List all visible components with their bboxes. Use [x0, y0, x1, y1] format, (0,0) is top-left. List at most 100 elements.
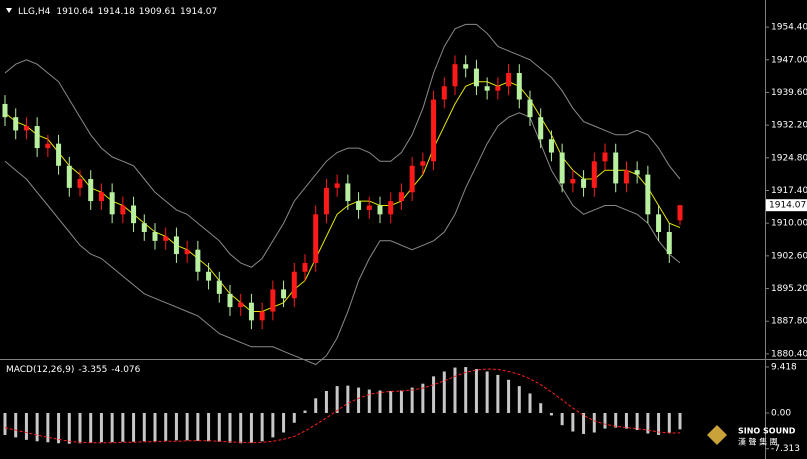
macd-bar — [410, 387, 414, 413]
candle-body — [109, 192, 115, 215]
candle-body — [313, 214, 319, 263]
candle-body — [581, 179, 587, 188]
candle-body — [141, 223, 147, 233]
macd-bar — [646, 412, 650, 434]
menu-arrow — [6, 8, 12, 13]
macd-bar — [517, 386, 521, 413]
candle-body — [645, 174, 651, 215]
macd-bar — [292, 412, 296, 423]
macd-bar — [121, 412, 125, 442]
candle-body — [270, 289, 276, 312]
candle-body — [206, 271, 212, 281]
macd-bar — [389, 391, 393, 413]
macd-bar — [485, 371, 489, 413]
logo: SINO SOUND 漢 聲 集 團 — [707, 425, 796, 447]
candle-body — [634, 170, 640, 175]
y-tick-label: 1895.20 — [771, 284, 807, 294]
macd-bar — [335, 386, 339, 413]
macd-bar — [260, 412, 264, 442]
candle-body — [323, 187, 329, 215]
price-marker-label: 1914.07 — [769, 201, 806, 211]
overlay-line — [4, 81, 681, 312]
candle-body — [195, 249, 201, 272]
y-tick-label: 1939.60 — [771, 88, 807, 98]
macd-bar — [110, 412, 114, 443]
macd-bar — [57, 412, 61, 444]
macd-bar — [592, 412, 596, 433]
y-tick-label: 1917.40 — [771, 186, 807, 196]
candle-body — [398, 192, 404, 202]
candle-body — [495, 86, 501, 91]
candle-body — [527, 99, 533, 118]
macd-bar — [99, 412, 103, 443]
macd-bar — [217, 412, 221, 442]
candle-body — [463, 64, 469, 69]
macd-bar — [46, 412, 50, 443]
macd-bar — [314, 398, 318, 413]
candle-body — [302, 262, 308, 272]
candle-body — [227, 293, 233, 308]
macd-bar — [560, 412, 564, 426]
y-tick-label: 0.00 — [771, 408, 791, 418]
macd-bar — [142, 412, 146, 442]
macd-bar — [528, 393, 532, 413]
candle-body — [45, 143, 51, 149]
macd-bar — [678, 412, 682, 430]
candle-body — [677, 205, 683, 221]
candle-body — [431, 99, 437, 162]
candle-body — [559, 152, 565, 184]
macd-bar — [67, 412, 71, 444]
y-tick-label: 1880.40 — [771, 349, 807, 359]
candle-body — [484, 86, 490, 91]
macd-bar — [228, 412, 232, 443]
macd-bar — [603, 412, 607, 429]
candle-body — [291, 271, 297, 299]
candle-body — [131, 205, 137, 224]
macd-bar — [3, 412, 7, 435]
macd-bar — [78, 412, 82, 444]
macd-bar — [35, 412, 39, 442]
high-value: 1914.18 — [98, 7, 135, 17]
candle-body — [77, 179, 83, 188]
macd-bar — [571, 412, 575, 432]
y-tick-label: 1924.80 — [771, 153, 807, 163]
candle-body — [506, 73, 512, 87]
overlay-line — [4, 112, 681, 366]
overlay-line — [4, 23, 681, 268]
candle-body — [473, 68, 479, 87]
macd-bar — [249, 412, 253, 443]
macd-bar — [635, 412, 639, 431]
macd-bar — [367, 389, 371, 413]
candle-body — [345, 183, 351, 202]
y-tick-label: 1902.60 — [771, 251, 807, 261]
macd-bar — [614, 412, 618, 428]
candle-body — [98, 192, 104, 202]
y-tick-label: 1954.40 — [771, 23, 807, 33]
macd-bar — [185, 412, 189, 441]
candle-body — [656, 214, 662, 233]
candle-body — [388, 201, 394, 215]
candle-body — [548, 139, 554, 153]
candle-body — [538, 117, 544, 140]
macd-bar — [539, 403, 543, 413]
candle-body — [2, 103, 8, 118]
macd-bar — [432, 376, 436, 413]
macd-bar — [357, 387, 361, 413]
macd-bar — [153, 412, 157, 442]
candle-body — [602, 152, 608, 162]
macd-value: -3.355 — [78, 365, 107, 375]
candle-body — [163, 236, 169, 241]
price-marker — [766, 199, 807, 212]
macd-bar — [303, 410, 307, 413]
candle-body — [13, 117, 19, 131]
candle-body — [377, 205, 383, 215]
macd-bar — [624, 412, 628, 429]
y-tick-label: 1910.00 — [771, 219, 807, 229]
logo-icon — [707, 425, 727, 445]
macd-bar — [239, 412, 243, 444]
y-tick-label: -7.313 — [771, 444, 800, 454]
macd-bar — [474, 369, 478, 413]
candle-body — [216, 280, 222, 294]
candle-body — [56, 143, 62, 166]
